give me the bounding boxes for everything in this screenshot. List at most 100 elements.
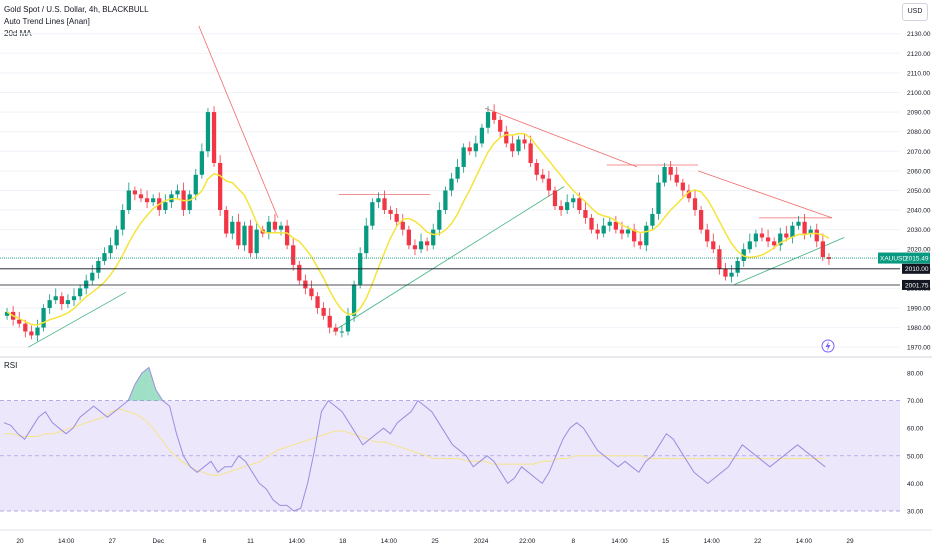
trend-lines (28, 25, 845, 348)
candle-body (315, 296, 320, 308)
candle-body (784, 233, 789, 238)
rsi-tick-label: 80.00 (907, 371, 924, 378)
alert-bolt-icon[interactable] (821, 339, 835, 353)
candle-body (437, 210, 442, 230)
rsi-line (3, 366, 826, 512)
candle-body (431, 229, 436, 246)
price-tick-label: 2060.00 (907, 168, 931, 175)
candle-body (211, 112, 217, 164)
moving-average-line (6, 132, 830, 326)
candle-body (151, 198, 156, 203)
candle-body (528, 143, 533, 164)
candle-body (571, 198, 576, 203)
candle-body (351, 284, 357, 316)
candle-body (607, 221, 612, 226)
candle-body (674, 174, 679, 183)
candle-body (224, 210, 229, 234)
price-tick-label: 2020.00 (907, 247, 931, 254)
price-tag-level-1: 2010.00 (902, 263, 930, 274)
candle-body (102, 253, 107, 261)
candle-body (388, 210, 393, 214)
rsi-ma-line (4, 408, 824, 476)
candle-body (449, 178, 454, 191)
time-tick-label: 29 (846, 538, 854, 545)
price-tick-label: 1980.00 (907, 325, 931, 332)
candle-body (333, 327, 338, 332)
trend-line (198, 25, 279, 219)
candle-body (443, 190, 448, 211)
candle-body (747, 241, 752, 250)
candle-body (668, 166, 673, 175)
candle-body (193, 174, 198, 195)
candle-body (790, 225, 795, 238)
candle-body (692, 198, 698, 211)
time-tick-label: 11 (247, 538, 254, 545)
symbol-title[interactable]: Gold Spot / U.S. Dollar, 4h, BLACKBULL (4, 5, 149, 14)
candle-body (595, 229, 600, 234)
candle-body (741, 249, 746, 261)
candle-body (820, 241, 825, 258)
candle-body (53, 296, 58, 301)
candle-body (254, 229, 259, 254)
candle-body (613, 221, 618, 230)
price-tick-label: 2030.00 (907, 227, 931, 234)
candle-body (376, 198, 381, 203)
candle-body (656, 182, 661, 214)
candle-body (138, 194, 144, 199)
candle-body (772, 241, 777, 246)
candle-body (199, 151, 204, 175)
price-tag-value: 2015.49 (905, 255, 929, 262)
candle-body (370, 202, 375, 226)
price-tag-current: XAUUSD 2015.49 (878, 252, 930, 264)
candle-body (717, 249, 722, 269)
candle-body (498, 119, 503, 132)
time-tick-label: 14:00 (796, 538, 813, 545)
candle-body (321, 307, 326, 316)
candle-body (729, 272, 734, 277)
price-axis[interactable]: 2130.00 2120.00 2110.00 2100.00 2090.00 2080.… (907, 31, 931, 351)
time-axis[interactable]: 20 14:00 27 Dec 6 11 14:00 18 14:00 25 2024 22:00 8 1… (16, 538, 854, 545)
candle-body (272, 221, 278, 230)
price-tick-label: 1990.00 (907, 305, 931, 312)
candle-body (644, 225, 649, 246)
candle-body (406, 229, 411, 246)
candle-body (175, 190, 180, 195)
candle-body (565, 202, 570, 211)
candle-body (309, 288, 314, 297)
indicator-auto-trend-lines[interactable]: Auto Trend Lines [Anan] (4, 17, 90, 26)
candle-body (96, 260, 101, 273)
candle-body (35, 327, 40, 336)
candle-body (41, 307, 46, 328)
candle-body (266, 221, 271, 234)
rsi-label[interactable]: RSI (4, 361, 17, 370)
candle-body (455, 166, 460, 179)
time-tick-label: 25 (431, 538, 439, 545)
candle-body (218, 163, 223, 211)
candle-body (205, 112, 211, 152)
trend-line (484, 107, 638, 168)
candle-body (601, 225, 606, 234)
candle-body (242, 225, 247, 246)
candle-body (759, 233, 765, 238)
candle-body (4, 311, 10, 316)
price-tick-label: 2110.00 (907, 70, 930, 77)
rsi-tick-label: 30.00 (907, 508, 924, 515)
candle-body (705, 229, 710, 242)
candle-body (120, 210, 125, 230)
candle-body (327, 315, 332, 328)
candle-body (187, 194, 192, 211)
candle-body (680, 182, 685, 191)
time-tick-label: 14:00 (611, 538, 628, 545)
candle-body (552, 190, 558, 207)
candle-body (425, 241, 430, 246)
price-tag-symbol: XAUUSD (880, 255, 907, 262)
candle-body (808, 229, 813, 234)
rsi-axis[interactable]: 80.00 70.00 60.00 50.00 40.00 30.00 (907, 371, 924, 516)
candle-body (382, 198, 387, 211)
candle-body (47, 300, 52, 308)
trend-line (332, 186, 565, 332)
candle-body (163, 202, 168, 211)
price-tick-label: 2080.00 (907, 129, 931, 136)
currency-button[interactable]: USD (902, 3, 928, 21)
